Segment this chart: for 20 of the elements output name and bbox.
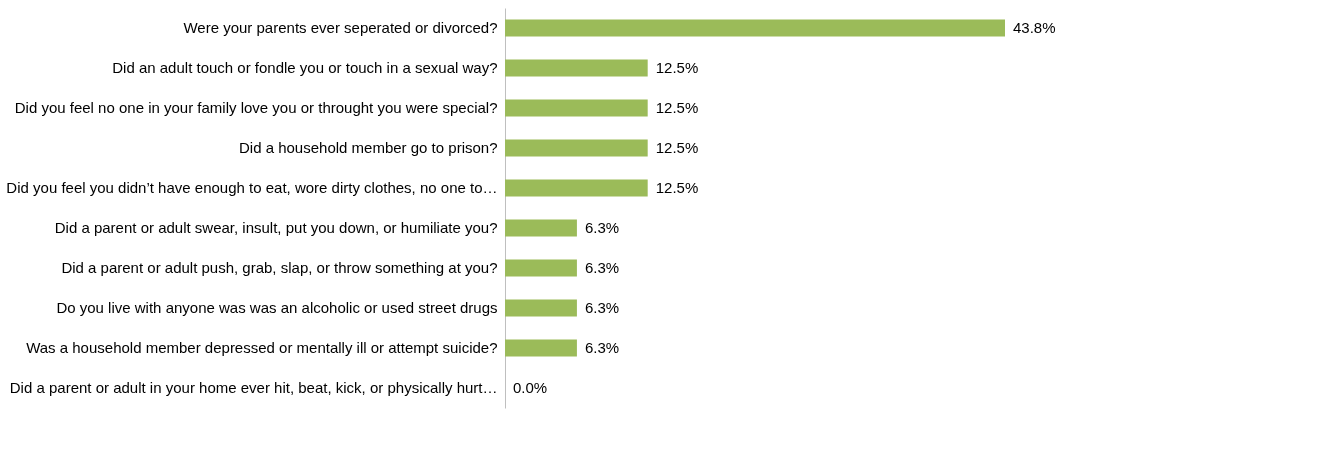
y-tick-label: Was a household member depressed or mentally ill or attempt suicide? (26, 339, 498, 356)
data-label: 6.3% (584, 339, 620, 356)
y-tick-label: Did a parent or adult push, grab, slap, or throw something at you? (61, 259, 498, 276)
data-label: 0.0% (513, 379, 548, 396)
y-tick-label: Did a parent or adult in your home ever hit, beat, kick, or physically hurt… (9, 379, 498, 396)
y-tick-label: Did a household member go to prison? (239, 139, 498, 156)
data-label: 6.3% (584, 259, 620, 276)
data-label: 12.5% (655, 179, 699, 196)
y-tick-label: Were your parents ever seperated or divorced? (183, 19, 498, 36)
data-label: 12.5% (655, 139, 699, 156)
y-tick-label: Did a parent or adult swear, insult, put you down, or humiliate you? (54, 219, 498, 236)
y-tick-label: Do you live with anyone was was an alcoholic or used street drugs (56, 299, 498, 316)
data-label: 6.3% (584, 299, 620, 316)
data-label: 12.5% (655, 99, 699, 116)
data-label: 6.3% (584, 219, 620, 236)
y-tick-label: Did you feel no one in your family love you or throught you were special? (14, 99, 498, 116)
y-tick-label: Did you feel you didn’t have enough to eat, wore dirty clothes, no one to… (6, 179, 498, 196)
y-tick-label: Did an adult touch or fondle you or touch in a sexual way? (112, 59, 498, 76)
data-label: 43.8% (1013, 19, 1056, 36)
data-label: 12.5% (655, 59, 699, 76)
